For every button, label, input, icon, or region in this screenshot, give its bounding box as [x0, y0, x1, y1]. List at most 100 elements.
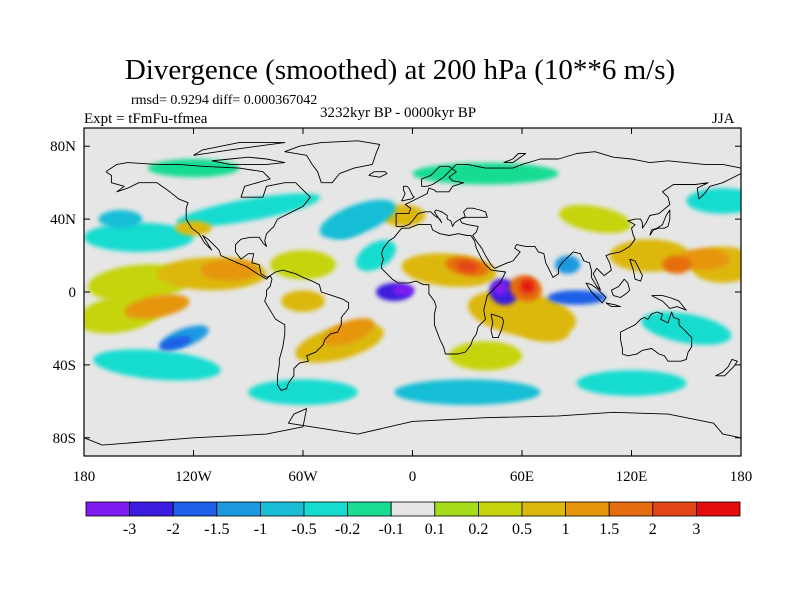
- coastline: [368, 171, 388, 178]
- field-contour-region: [449, 341, 522, 371]
- coastline: [649, 209, 671, 236]
- colorbar-swatch: [85, 501, 130, 517]
- x-tick-label: 120W: [175, 469, 213, 485]
- field-contour-region: [331, 217, 367, 239]
- colorbar-swatch: [434, 501, 479, 517]
- colorbar-swatch: [565, 501, 610, 517]
- field-contour-region: [522, 281, 533, 292]
- y-tick-label: 80N: [50, 139, 76, 155]
- field-contour-region: [355, 240, 397, 272]
- field-contour-region: [84, 222, 194, 252]
- experiment-label: Expt = tFmFu-tfmea: [84, 111, 208, 127]
- colorbar-swatch: [390, 501, 436, 517]
- coastline: [605, 302, 621, 308]
- coastline: [503, 153, 527, 164]
- coastline: [264, 269, 350, 391]
- coastline: [620, 311, 693, 362]
- colorbar-label: 2: [649, 521, 657, 538]
- colorbar-swatch: [608, 501, 654, 517]
- field-contour-region: [147, 159, 240, 178]
- x-tick-label: 0: [409, 469, 417, 485]
- colorbar-swatch: [303, 501, 348, 517]
- x-tick-label: 180: [730, 469, 753, 485]
- field-contour-region: [200, 259, 260, 281]
- colorbar-swatch: [259, 501, 305, 517]
- field-contour-region: [576, 370, 687, 396]
- map-title: Divergence (smoothed) at 200 hPa (10**6 …: [124, 54, 676, 86]
- colorbar-label: 0.2: [468, 521, 488, 538]
- coastline: [610, 278, 631, 298]
- field-contour-region: [558, 204, 632, 234]
- colorbar-label: -3: [123, 521, 136, 538]
- x-tick-label: 180: [73, 469, 96, 485]
- field-contour-region: [547, 290, 606, 305]
- colorbar-label: -0.5: [291, 521, 316, 538]
- colorbar: -3 -2 -1.5 -1 -0.5 -0.2 -0.1 0.1 0.2 0.5 1 1.5 2 3: [85, 501, 741, 538]
- coastline: [629, 258, 643, 282]
- field-contour-region: [412, 162, 559, 185]
- coastline: [102, 408, 741, 446]
- colorbar-swatch: [172, 501, 218, 517]
- coastline: [401, 185, 415, 202]
- colorbar-swatch: [477, 501, 523, 517]
- x-tick-label: 120E: [616, 469, 648, 485]
- x-tick-label: 60W: [288, 469, 318, 485]
- colorbar-swatch: [652, 501, 697, 517]
- coastline: [284, 140, 381, 184]
- period-label: 3232kyr BP - 0000kyr BP: [320, 105, 477, 121]
- field-contour-region: [270, 250, 336, 280]
- field-contour-region: [554, 255, 581, 274]
- colorbar-label: 1: [562, 521, 570, 538]
- colorbar-label: -0.1: [379, 521, 404, 538]
- colorbar-swatch: [696, 501, 741, 517]
- colorbar-swatch: [347, 501, 392, 517]
- coastline: [490, 313, 505, 339]
- divergence-field: [84, 159, 741, 406]
- coastline: [715, 358, 738, 377]
- field-contour-region: [492, 281, 508, 296]
- colorbar-label: -0.2: [335, 521, 360, 538]
- y-tick-label: 0: [69, 285, 77, 301]
- field-contour-region: [394, 379, 541, 406]
- field-contour-region: [159, 336, 192, 350]
- field-contour-region: [176, 193, 321, 227]
- field-contour-region: [281, 290, 325, 312]
- coastline: [395, 151, 741, 291]
- y-tick-label: 40N: [50, 212, 76, 228]
- field-contour-region: [662, 255, 692, 274]
- colorbar-swatch: [216, 501, 261, 517]
- colorbar-label: -2: [167, 521, 180, 538]
- colorbar-label: 3: [692, 521, 700, 538]
- field-contour-region: [322, 318, 375, 346]
- season-label: JJA: [712, 111, 735, 127]
- colorbar-label: 1.5: [599, 521, 619, 538]
- field-contour-region: [456, 260, 479, 273]
- coastline: [84, 437, 103, 446]
- coastline: [651, 295, 687, 311]
- field-contour-region: [392, 284, 415, 296]
- colorbar-label: 0.1: [425, 521, 445, 538]
- coastline: [211, 156, 286, 165]
- coastlines: [84, 140, 741, 446]
- field-contour-region: [98, 210, 143, 229]
- stats-text: rmsd= 0.9294 diff= 0.000367042: [131, 93, 318, 108]
- field-contour-region: [248, 379, 358, 406]
- coastline: [105, 162, 311, 280]
- field-contour-region: [641, 311, 732, 345]
- coastline: [193, 142, 286, 156]
- colorbar-label: 0.5: [512, 521, 532, 538]
- colorbar-label: -1: [254, 521, 267, 538]
- field-contour-region: [175, 220, 212, 236]
- map-plot-area: 180 120W 60W 0 60E 120E 180 80N 40N 0 40S 80S: [50, 127, 752, 485]
- field-contour-region: [678, 248, 731, 271]
- colorbar-swatch: [521, 501, 566, 517]
- axis-ticks: 180 120W 60W 0 60E 120E 180 80N 40N 0 40S 80S: [50, 128, 752, 485]
- y-tick-label: 80S: [53, 431, 76, 447]
- coastline: [585, 282, 607, 304]
- field-contour-region: [686, 188, 741, 214]
- colorbar-swatch: [129, 501, 174, 517]
- field-contour-region: [124, 294, 190, 319]
- x-tick-label: 60E: [510, 469, 534, 485]
- y-tick-label: 40S: [53, 358, 76, 374]
